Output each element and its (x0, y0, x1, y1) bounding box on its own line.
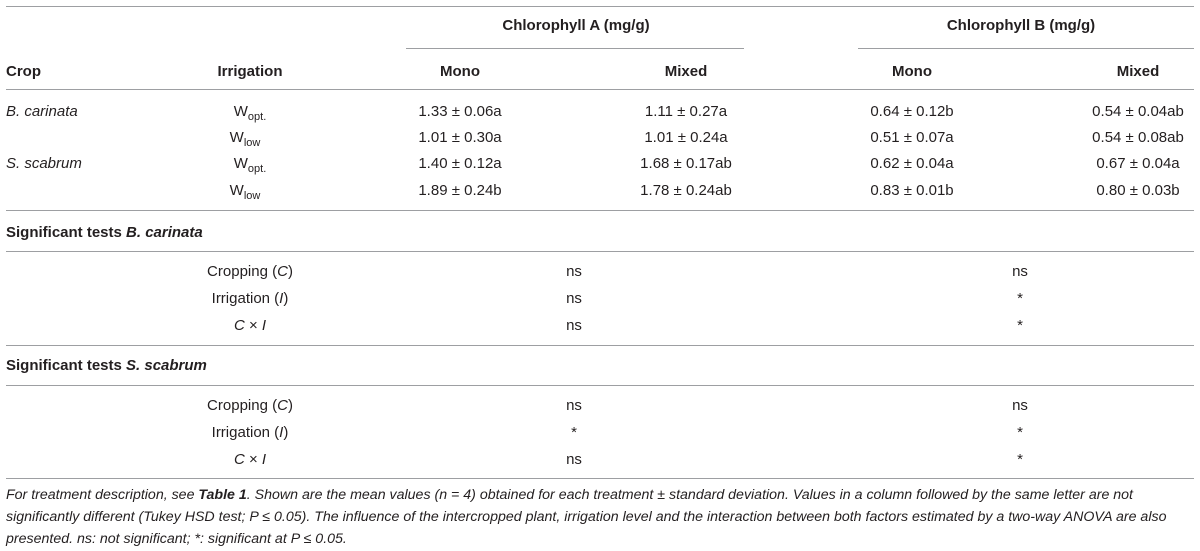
chl-b-mono-value: 0.83 ± 0.01b (870, 182, 954, 199)
chl-a-mono-value: 1.01 ± 0.30a (418, 129, 502, 146)
chl-a-mixed-value: 1.68 ± 0.17ab (640, 155, 732, 172)
sig-scabrum-rule (6, 385, 1194, 386)
crop-header: Crop (6, 63, 41, 80)
chl-b-mixed-value: 0.54 ± 0.04ab (1092, 103, 1184, 120)
sig-scabrum-title: Significant tests S. scabrum (6, 357, 207, 374)
chl-a-sig: ns (566, 317, 582, 334)
data-bottom-rule (6, 210, 1194, 211)
table-reference: Table 1 (198, 487, 247, 503)
test-name: Irrigation (I) (211, 424, 289, 441)
test-name: C × I (233, 451, 267, 468)
chl-b-sig: * (1017, 424, 1023, 441)
header-bottom-rule (6, 89, 1194, 90)
irrigation-level: Wopt. (233, 103, 267, 123)
crop-name: S. scabrum (6, 155, 82, 172)
irrigation-level: Wopt. (233, 155, 267, 175)
sig-carinata-title: Significant tests B. carinata (6, 224, 203, 241)
irrigation-level: Wlow (229, 129, 261, 149)
chl-a-mixed-value: 1.11 ± 0.27a (644, 103, 728, 120)
chl-a-mixed-value: 1.78 ± 0.24ab (640, 182, 732, 199)
test-name: Irrigation (I) (211, 290, 289, 307)
chl-b-mixed-value: 0.54 ± 0.08ab (1092, 129, 1184, 146)
chl-b-header: Chlorophyll B (mg/g) (946, 17, 1096, 34)
chl-a-sig: ns (566, 451, 582, 468)
chl-b-sig: ns (1012, 397, 1028, 414)
chl-b-mixed-value: 0.67 ± 0.04a (1096, 155, 1180, 172)
chl-b-underline (858, 48, 1194, 49)
chl-a-mono-value: 1.89 ± 0.24b (418, 182, 502, 199)
crop-name: B. carinata (6, 103, 78, 120)
irrigation-header: Irrigation (217, 63, 283, 80)
chl-a-sig: ns (566, 263, 582, 280)
test-name: C × I (233, 317, 267, 334)
chl-a-mono-header: Mono (440, 63, 480, 80)
chl-a-header: Chlorophyll A (mg/g) (502, 17, 650, 34)
test-name: Cropping (C) (207, 397, 293, 414)
chl-b-sig: * (1017, 317, 1023, 334)
chl-b-mono-value: 0.51 ± 0.07a (870, 129, 954, 146)
top-rule (6, 6, 1194, 7)
chl-a-sig: * (571, 424, 577, 441)
chl-b-sig: ns (1012, 263, 1028, 280)
chl-b-sig: * (1017, 290, 1023, 307)
chl-b-mono-value: 0.62 ± 0.04a (870, 155, 954, 172)
chl-b-mono-header: Mono (892, 63, 932, 80)
sig-carinata-bottom-rule (6, 345, 1194, 346)
chl-b-sig: * (1017, 451, 1023, 468)
chl-a-sig: ns (566, 397, 582, 414)
test-name: Cropping (C) (207, 263, 293, 280)
table-footnote: For treatment description, see Table 1. … (6, 487, 1167, 547)
chl-b-mixed-header: Mixed (1116, 63, 1160, 80)
irrigation-level: Wlow (229, 182, 261, 202)
chl-b-mixed-value: 0.80 ± 0.03b (1096, 182, 1180, 199)
table-bottom-rule (6, 478, 1194, 479)
sig-carinata-rule (6, 251, 1194, 252)
chl-b-mono-value: 0.64 ± 0.12b (870, 103, 954, 120)
chl-a-mixed-header: Mixed (664, 63, 708, 80)
chl-a-mixed-value: 1.01 ± 0.24a (644, 129, 728, 146)
chl-a-mono-value: 1.33 ± 0.06a (418, 103, 502, 120)
chl-a-sig: ns (566, 290, 582, 307)
chl-a-mono-value: 1.40 ± 0.12a (418, 155, 502, 172)
chl-a-underline (406, 48, 744, 49)
